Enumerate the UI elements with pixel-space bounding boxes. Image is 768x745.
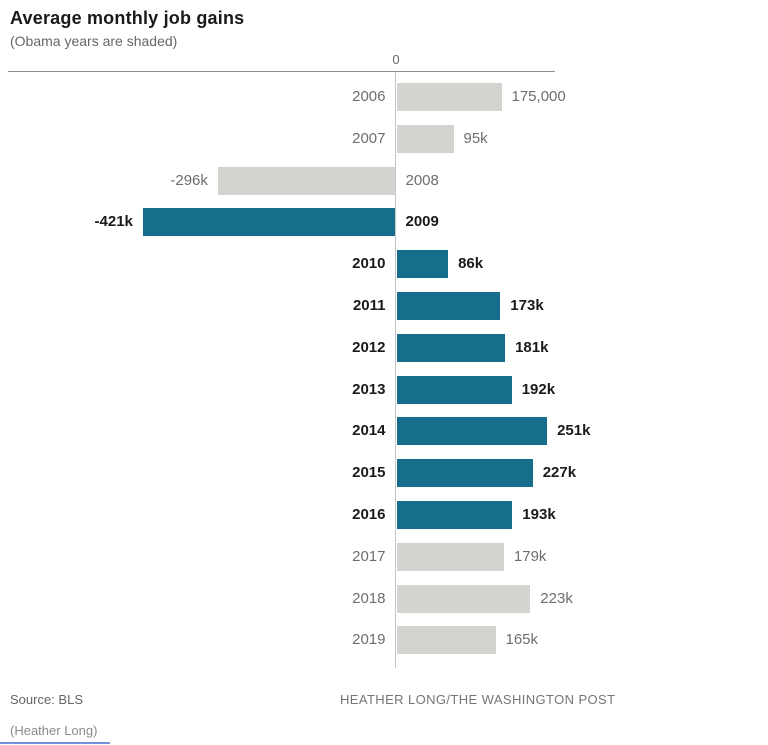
year-label-2015: 2015 [352, 464, 386, 482]
bar-2011 [396, 292, 501, 320]
bottom-blue-line [0, 742, 110, 744]
value-label-2014: 251k [557, 422, 591, 440]
chart-title: Average monthly job gains [10, 8, 245, 28]
year-label-2017: 2017 [352, 547, 386, 565]
axis-zero-label: 0 [392, 52, 400, 67]
year-label-2016: 2016 [352, 506, 386, 523]
value-label-2008: -296k [170, 171, 208, 189]
year-label-2018: 2018 [352, 589, 386, 607]
bar-2008 [217, 166, 396, 195]
bar-2015 [396, 459, 533, 488]
year-label-2013: 2013 [352, 380, 386, 398]
bar-2009 [142, 208, 396, 237]
credit-note: HEATHER LONG/THE WASHINGTON POST [340, 692, 616, 707]
value-label-2007: 95k [463, 129, 488, 147]
bar-2012 [396, 333, 506, 362]
value-label-2009: -421k [94, 213, 133, 231]
value-label-2015: 227k [542, 464, 577, 482]
source-note: Source: BLS [10, 692, 83, 707]
bar-2007 [396, 124, 454, 153]
value-label-2016: 193k [522, 506, 556, 523]
value-label-2012: 181k [515, 338, 549, 356]
value-label-2019: 165k [505, 631, 539, 649]
bar-2010 [396, 250, 449, 279]
bar-2018 [396, 584, 531, 613]
year-label-2008: 2008 [405, 171, 439, 189]
axis-zero-line [395, 72, 396, 668]
year-label-2014: 2014 [352, 422, 386, 440]
year-label-2012: 2012 [352, 338, 386, 356]
value-label-2011: 173k [510, 297, 544, 314]
year-label-2010: 2010 [352, 255, 386, 273]
bar-2006 [396, 83, 502, 111]
bar-2014 [396, 417, 548, 446]
bar-2013 [396, 375, 512, 404]
bar-2019 [396, 626, 496, 655]
bar-2017 [396, 542, 504, 571]
value-label-2006: 175,000 [511, 88, 566, 105]
caption-note: (Heather Long) [10, 723, 98, 738]
chart-subtitle: (Obama years are shaded) [10, 33, 178, 49]
year-label-2006: 2006 [352, 88, 386, 105]
value-label-2010: 86k [458, 255, 484, 273]
value-label-2017: 179k [513, 547, 547, 565]
value-label-2018: 223k [540, 589, 573, 607]
value-label-2013: 192k [521, 380, 556, 398]
bar-2016 [396, 501, 513, 529]
year-label-2007: 2007 [352, 129, 386, 147]
year-label-2019: 2019 [352, 631, 386, 649]
axis-top-line [8, 71, 555, 72]
year-label-2011: 2011 [352, 297, 386, 314]
year-label-2009: 2009 [405, 213, 439, 231]
